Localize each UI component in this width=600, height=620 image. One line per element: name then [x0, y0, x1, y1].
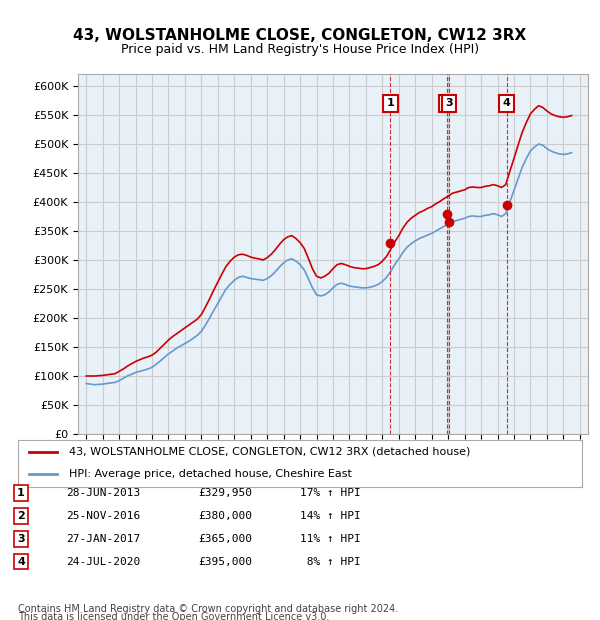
Text: 25-NOV-2016: 25-NOV-2016 [66, 511, 140, 521]
Text: Price paid vs. HM Land Registry's House Price Index (HPI): Price paid vs. HM Land Registry's House … [121, 43, 479, 56]
Text: £395,000: £395,000 [198, 557, 252, 567]
Text: £365,000: £365,000 [198, 534, 252, 544]
Text: 28-JUN-2013: 28-JUN-2013 [66, 488, 140, 498]
Text: 1: 1 [17, 488, 25, 498]
Text: Contains HM Land Registry data © Crown copyright and database right 2024.: Contains HM Land Registry data © Crown c… [18, 604, 398, 614]
Text: 17% ↑ HPI: 17% ↑ HPI [300, 488, 361, 498]
Text: 3: 3 [17, 534, 25, 544]
Text: 43, WOLSTANHOLME CLOSE, CONGLETON, CW12 3RX: 43, WOLSTANHOLME CLOSE, CONGLETON, CW12 … [73, 28, 527, 43]
Text: 2: 2 [17, 511, 25, 521]
Text: 4: 4 [503, 99, 511, 108]
Text: HPI: Average price, detached house, Cheshire East: HPI: Average price, detached house, Ches… [69, 469, 352, 479]
Text: 14% ↑ HPI: 14% ↑ HPI [300, 511, 361, 521]
Text: 2: 2 [443, 99, 451, 108]
Text: 3: 3 [446, 99, 453, 108]
Text: 24-JUL-2020: 24-JUL-2020 [66, 557, 140, 567]
Text: 27-JAN-2017: 27-JAN-2017 [66, 534, 140, 544]
Text: 11% ↑ HPI: 11% ↑ HPI [300, 534, 361, 544]
Text: 43, WOLSTANHOLME CLOSE, CONGLETON, CW12 3RX (detached house): 43, WOLSTANHOLME CLOSE, CONGLETON, CW12 … [69, 447, 470, 457]
Text: 4: 4 [17, 557, 25, 567]
Text: 8% ↑ HPI: 8% ↑ HPI [300, 557, 361, 567]
Text: £329,950: £329,950 [198, 488, 252, 498]
Text: £380,000: £380,000 [198, 511, 252, 521]
Text: 1: 1 [386, 99, 394, 108]
Text: This data is licensed under the Open Government Licence v3.0.: This data is licensed under the Open Gov… [18, 612, 329, 620]
